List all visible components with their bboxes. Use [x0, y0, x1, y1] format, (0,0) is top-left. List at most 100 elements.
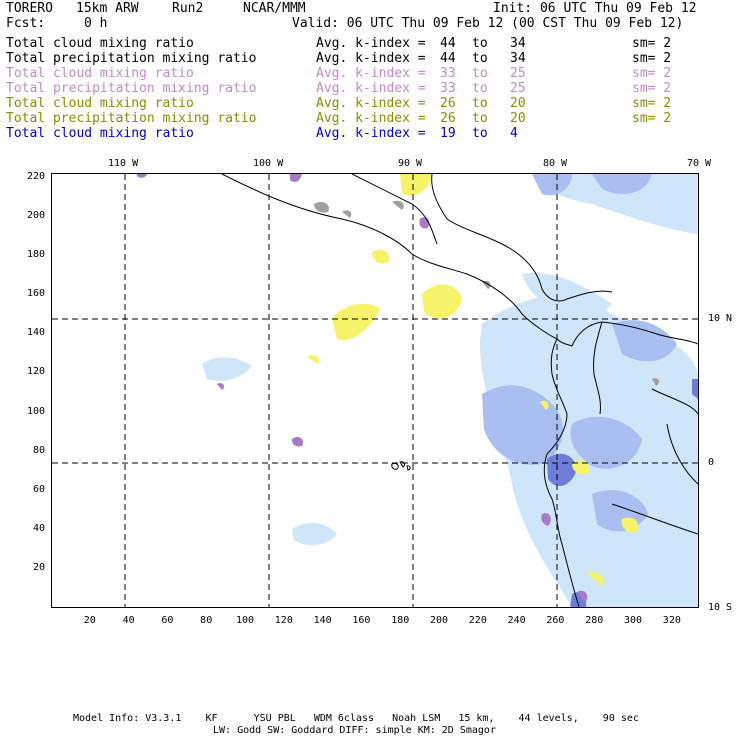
model-info-line: Model Info: V3.3.1 KF YSU PBL WDM 6class… [73, 713, 639, 724]
lat-label-10s: 10 S [708, 602, 733, 613]
legend-kindex-to-word: to [472, 66, 488, 81]
x-tick-label: 180 [391, 615, 410, 626]
legend-row: Total cloud mixing ratio Avg. k-index = 26… [6, 96, 736, 111]
legend-smoothing: sm= 2 [632, 111, 672, 126]
legend-kindex-to-word: to [472, 36, 488, 51]
legend-field: Total cloud mixing ratio [6, 126, 194, 141]
lon-label-70w: 70 W [687, 158, 712, 169]
legend-field: Total cloud mixing ratio [6, 96, 194, 111]
legend-row: Total precipitation mixing ratio Avg. k-i… [6, 51, 736, 66]
x-tick-label: 120 [274, 615, 293, 626]
init-time: Init: 06 UTC Thu 09 Feb 12 [493, 1, 697, 16]
legend-kindex-from: 44 [440, 36, 456, 51]
legend-kindex-to: 34 [510, 36, 526, 51]
legend-field: Total precipitation mixing ratio [6, 51, 257, 66]
legend-row: Total cloud mixing ratio Avg. k-index = 44… [6, 36, 736, 51]
legend-smoothing: sm= 2 [632, 51, 672, 66]
legend-field: Total precipitation mixing ratio [6, 81, 257, 96]
gray-cloud-fields [314, 200, 659, 386]
legend-kindex-to-word: to [472, 111, 488, 126]
map-svg [52, 174, 698, 607]
legend-kindex-from: 33 [440, 81, 456, 96]
y-tick-label: 100 [26, 405, 45, 417]
x-tick-label: 40 [122, 615, 135, 626]
x-tick-label: 220 [468, 615, 487, 626]
legend-field: Total cloud mixing ratio [6, 36, 194, 51]
legend-smoothing: sm= 2 [632, 66, 672, 81]
legend-kindex-label: Avg. k-index = [316, 81, 426, 96]
lon-label-110w: 110 W [108, 158, 139, 169]
legend-kindex-label: Avg. k-index = [316, 66, 426, 81]
forecast-hour: 0 h [84, 16, 108, 31]
x-tick-label: 140 [313, 615, 332, 626]
yellow-precip-fields [307, 174, 639, 586]
legend-kindex-label: Avg. k-index = [316, 96, 426, 111]
legend-row: Total cloud mixing ratio Avg. k-index = 19… [6, 126, 736, 141]
legend-kindex-to: 4 [510, 126, 518, 141]
legend-field: Total cloud mixing ratio [6, 66, 194, 81]
y-tick-label: 40 [32, 522, 45, 534]
medium-cloud-fields [482, 174, 677, 532]
lon-label-80w: 80 W [543, 158, 568, 169]
lat-label-equator: 0 [708, 457, 715, 468]
purple-precip-fields [137, 174, 588, 602]
model-name: TORERO [6, 1, 53, 16]
legend-smoothing: sm= 2 [632, 81, 672, 96]
legend-kindex-label: Avg. k-index = [316, 111, 426, 126]
legend-kindex-to: 20 [510, 96, 526, 111]
map-plot-area [51, 173, 699, 608]
y-tick-label: 200 [26, 210, 45, 221]
physics-info-line: LW: Godd SW: Goddard DIFF: simple KM: 2D… [213, 725, 496, 736]
legend-kindex-to: 20 [510, 111, 526, 126]
legend-kindex-label: Avg. k-index = [316, 51, 426, 66]
legend-kindex-to-word: to [472, 51, 488, 66]
graticule [52, 174, 698, 607]
x-tick-label: 160 [352, 615, 371, 626]
model-org: NCAR/MMM [243, 1, 306, 16]
x-tick-label: 20 [83, 615, 96, 626]
x-tick-label: 100 [235, 615, 255, 626]
lon-label-100w: 100 W [253, 158, 284, 169]
x-tick-label: 60 [161, 615, 174, 626]
legend-kindex-from: 33 [440, 66, 456, 81]
legend-kindex-from: 44 [440, 51, 456, 66]
legend-smoothing: sm= 2 [632, 96, 672, 111]
y-tick-label: 120 [26, 366, 45, 378]
light-cloud-fields [202, 174, 698, 607]
y-tick-label: 180 [26, 249, 45, 261]
legend-smoothing: sm= 2 [632, 36, 672, 51]
legend-kindex-label: Avg. k-index = [316, 126, 426, 141]
x-tick-label: 300 [624, 615, 643, 626]
lat-label-10n: 10 N [708, 313, 733, 324]
y-tick-label: 160 [26, 288, 45, 300]
y-tick-label: 20 [32, 561, 45, 573]
model-run: Run2 [172, 1, 204, 16]
legend-row: Total cloud mixing ratio Avg. k-index = 33… [6, 66, 736, 81]
legend-kindex-to-word: to [472, 126, 488, 141]
y-tick-label: 80 [32, 444, 45, 456]
legend-row: Total precipitation mixing ratio Avg. k-i… [6, 111, 736, 126]
legend-field: Total precipitation mixing ratio [6, 111, 257, 126]
valid-time: Valid: 06 UTC Thu 09 Feb 12 (00 CST Thu … [292, 16, 684, 31]
x-tick-label: 320 [662, 615, 681, 626]
x-tick-label: 200 [429, 615, 449, 626]
x-tick-label: 240 [507, 615, 526, 626]
x-tick-label: 280 [585, 615, 604, 626]
y-tick-label: 140 [26, 327, 45, 339]
legend-kindex-to-word: to [472, 96, 488, 111]
x-tick-label: 80 [200, 615, 213, 626]
legend-kindex-to-word: to [472, 81, 488, 96]
legend-kindex-to: 25 [510, 66, 526, 81]
lon-label-90w: 90 W [398, 158, 423, 169]
legend-kindex-label: Avg. k-index = [316, 36, 426, 51]
forecast-label: Fcst: [6, 16, 46, 31]
y-tick-label: 220 [26, 170, 45, 182]
legend-kindex-to: 25 [510, 81, 526, 96]
model-resolution: 15km ARW [76, 1, 139, 16]
legend-kindex-from: 26 [440, 96, 456, 111]
legend-row: Total precipitation mixing ratio Avg. k-i… [6, 81, 736, 96]
legend-kindex-from: 19 [440, 126, 456, 141]
y-tick-label: 60 [32, 483, 45, 495]
legend-kindex-to: 34 [510, 51, 526, 66]
